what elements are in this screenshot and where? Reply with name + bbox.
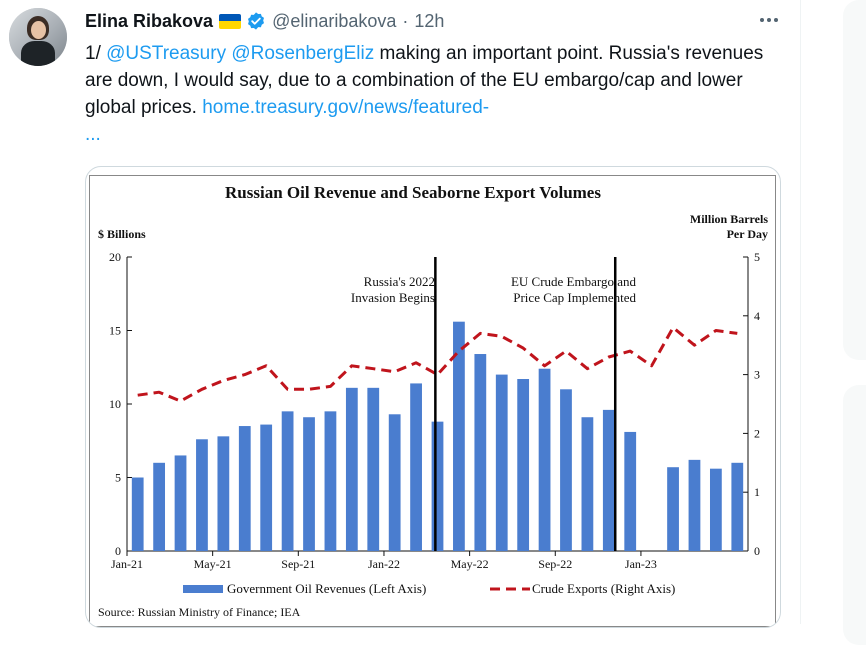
revenue-bar (709, 468, 722, 551)
revenue-bar (303, 417, 315, 551)
legend-line-label: Crude Exports (Right Axis) (532, 581, 675, 596)
mention-link[interactable]: @USTreasury (106, 43, 227, 64)
verified-badge-icon[interactable] (246, 11, 266, 31)
separator: · (402, 11, 409, 31)
x-tick-label: Jan-23 (625, 557, 657, 571)
revenue-bar (388, 414, 401, 551)
right-tick-label: 4 (754, 309, 760, 323)
left-tick-label: 10 (109, 397, 121, 411)
ukraine-flag-icon (219, 13, 242, 29)
more-horizontal-icon[interactable] (755, 8, 783, 32)
right-tick-label: 3 (754, 368, 760, 382)
external-link[interactable]: home.treasury.gov/news/featured- (202, 97, 490, 118)
chart-frame: Russian Oil Revenue and Seaborne Export … (89, 175, 776, 627)
sidebar-card (843, 0, 866, 360)
x-tick-label: May-21 (194, 557, 232, 571)
revenue-bar (688, 459, 701, 551)
author-handle[interactable]: @elinaribakova (272, 11, 397, 31)
revenue-bar (581, 417, 594, 551)
sidebar-card (843, 385, 866, 645)
link-ellipsis[interactable]: ... (85, 124, 101, 145)
annotation-embargo-line1: EU Crude Embargo and (511, 274, 637, 289)
revenue-bar (410, 383, 422, 551)
annotation-embargo-line2: Price Cap Implemented (513, 290, 636, 305)
mention-link[interactable]: @RosenbergEliz (231, 43, 375, 64)
right-axis-label-line1: Million Barrels (690, 212, 768, 226)
chart-source: Source: Russian Ministry of Finance; IEA (98, 605, 301, 619)
x-tick-label: Sep-21 (281, 557, 315, 571)
revenue-bar (281, 411, 294, 551)
revenue-bar (453, 321, 465, 551)
left-tick-label: 0 (115, 544, 121, 558)
tweet-media-image[interactable]: Russian Oil Revenue and Seaborne Export … (85, 166, 781, 628)
revenue-bar (367, 387, 380, 551)
revenue-bar (345, 387, 358, 551)
annotation-invasion-line2: Invasion Begins (351, 290, 435, 305)
x-tick-label: Sep-22 (538, 557, 572, 571)
left-axis-label: $ Billions (98, 227, 146, 241)
right-tick-label: 2 (754, 426, 760, 440)
revenue-bar (324, 411, 337, 551)
chart-svg: Russian Oil Revenue and Seaborne Export … (98, 183, 768, 619)
author-name[interactable]: Elina Ribakova (85, 11, 214, 31)
revenue-bar (431, 421, 444, 551)
left-tick-label: 15 (109, 324, 121, 338)
revenue-bar (624, 431, 637, 551)
revenue-bar (174, 455, 187, 551)
revenue-bar (602, 409, 615, 551)
chart-title: Russian Oil Revenue and Seaborne Export … (225, 183, 601, 202)
right-tick-label: 0 (754, 544, 760, 558)
revenue-bar (153, 462, 166, 551)
revenue-bar (217, 436, 230, 551)
x-tick-label: Jan-22 (368, 557, 400, 571)
tweet-text: 1/ @USTreasury @RosenbergEliz making an … (85, 40, 775, 148)
revenue-bar (560, 389, 572, 551)
revenue-bar (731, 462, 744, 551)
revenue-bar (667, 467, 679, 551)
tweet-header: Elina Ribakova @elinaribakova · 12h (85, 10, 444, 32)
right-tick-label: 1 (754, 485, 760, 499)
revenue-bar (495, 374, 508, 551)
timeline-divider (800, 0, 801, 624)
revenue-bar (474, 354, 487, 551)
legend-bar-swatch (183, 585, 223, 593)
x-tick-label: May-22 (451, 557, 489, 571)
revenue-bar (238, 426, 251, 551)
left-tick-label: 20 (109, 250, 121, 264)
revenue-bar (517, 379, 530, 551)
revenue-bar (260, 424, 273, 551)
legend-bar-label: Government Oil Revenues (Left Axis) (227, 581, 426, 596)
left-tick-label: 5 (115, 471, 121, 485)
x-tick-label: Jan-21 (111, 557, 143, 571)
avatar[interactable] (9, 8, 67, 66)
tweet-text-body: making an important point. Russia's reve… (85, 43, 764, 118)
annotation-invasion-line1: Russia's 2022 (364, 274, 435, 289)
plot-area: 0 5 10 15 20 0 1 2 3 4 5 Jan-21 May-21 Sep-21 Jan-22 Ma… (109, 250, 760, 571)
right-axis-label-line2: Per Day (727, 227, 768, 241)
revenue-bar (131, 477, 144, 551)
revenue-bar (196, 439, 208, 551)
crude-exports-line (137, 326, 738, 403)
timestamp[interactable]: 12h (414, 11, 445, 31)
tweet-text-prefix: 1/ (85, 43, 107, 64)
revenue-bar (538, 368, 551, 551)
right-tick-label: 5 (754, 250, 760, 264)
